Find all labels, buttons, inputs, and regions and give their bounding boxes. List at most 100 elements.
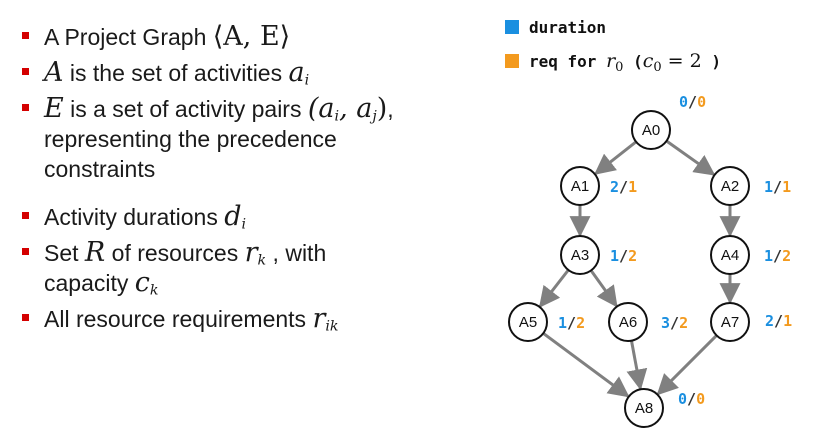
node-circle: [508, 302, 548, 342]
requirement-value: 1: [628, 178, 637, 196]
slash-separator: /: [773, 178, 782, 196]
legend-req-c-sub: 0: [653, 60, 662, 75]
requirement-value: 1: [783, 312, 792, 330]
node-circle: [710, 235, 750, 275]
node-a3: A3 1/2: [560, 235, 637, 275]
requirement-value: 0: [697, 93, 706, 111]
bullet-item: All resource requirements rik: [22, 304, 339, 342]
bullet-text: A Project Graph: [44, 24, 213, 50]
node-circle: [560, 235, 600, 275]
slash-separator: /: [619, 178, 628, 196]
node-label: A4: [721, 247, 739, 264]
math-symbol: ⟨A, E⟩: [212, 21, 291, 52]
math-symbol: r: [244, 237, 258, 268]
math-subscript: i: [241, 216, 247, 233]
node-label: A8: [635, 400, 653, 417]
node-label: A3: [571, 247, 589, 264]
math-symbol: ): [376, 93, 388, 124]
node-circle: [710, 302, 750, 342]
node-annotation: 0/0: [679, 93, 706, 111]
bullet-item: Activity durations di: [22, 202, 246, 240]
bullet-text: , with: [266, 240, 327, 266]
duration-value: 1: [764, 247, 773, 265]
node-circle: [560, 166, 600, 206]
node-a0: A0 0/0: [631, 93, 706, 150]
bullet-continuation: representing the precedence: [22, 124, 337, 154]
edge-a7-a8: [656, 334, 718, 396]
requirement-value: 2: [628, 247, 637, 265]
node-a4: A4 1/2: [710, 235, 791, 275]
bullet-text: representing the precedence: [44, 126, 337, 152]
duration-value: 3: [661, 314, 670, 332]
duration-value: 0: [678, 390, 687, 408]
legend-req-prefix: req for: [529, 52, 607, 71]
node-a5: A5 1/2: [508, 302, 585, 342]
node-annotation: 1/2: [764, 247, 791, 265]
requirement-value: 2: [679, 314, 688, 332]
bullet-text: Activity durations: [44, 204, 225, 230]
slash-separator: /: [567, 314, 576, 332]
node-annotation: 2/1: [765, 312, 792, 330]
bullet-continuation: capacity ck: [22, 268, 159, 306]
edge-a3-a5: [538, 269, 570, 308]
legend-requirement: req for r0 (c0 = 2 ): [505, 50, 721, 75]
duration-swatch: [505, 20, 519, 34]
math-symbol: c: [134, 267, 150, 298]
node-label: A1: [571, 178, 589, 195]
math-symbol: R: [84, 237, 106, 268]
node-a6: A6 3/2: [608, 302, 688, 342]
bullet-marker: [22, 314, 29, 321]
legend-duration-label: duration: [529, 18, 607, 37]
requirement-value: 2: [576, 314, 585, 332]
node-annotation: 1/2: [610, 247, 637, 265]
legend-req-paren-open: (: [623, 52, 643, 71]
duration-value: 0: [679, 93, 688, 111]
bullet-item: Set R of resources rk , with: [22, 238, 326, 276]
node-annotation: 1/2: [558, 314, 585, 332]
math-symbol: d: [224, 201, 242, 232]
edge-a0-a2: [665, 139, 716, 176]
bullet-continuation: constraints: [22, 154, 155, 184]
bullet-text: All resource requirements: [44, 306, 313, 332]
node-a1: A1 2/1: [560, 166, 637, 206]
math-symbol: a: [288, 57, 305, 88]
bullet-text: is a set of activity pairs: [63, 96, 308, 122]
requirement-value: 2: [782, 247, 791, 265]
legend-req-r: r: [606, 50, 616, 72]
duration-value: 1: [610, 247, 619, 265]
node-circle: [624, 388, 664, 428]
slash-separator: /: [773, 247, 782, 265]
legend-req-r-sub: 0: [615, 60, 624, 75]
node-label: A7: [721, 314, 739, 331]
requirement-swatch: [505, 54, 519, 68]
edge-a6-a8: [626, 340, 648, 391]
node-a8: A8 0/0: [624, 388, 705, 428]
node-label: A0: [642, 122, 660, 139]
math-subscript: i: [304, 72, 310, 89]
duration-value: 2: [765, 312, 774, 330]
bullet-marker: [22, 248, 29, 255]
bullet-text: Set: [44, 240, 85, 266]
node-circle: [710, 166, 750, 206]
slash-separator: /: [688, 93, 697, 111]
legend-req-eq: = 2: [661, 50, 702, 72]
node-annotation: 3/2: [661, 314, 688, 332]
math-subscript: k: [149, 282, 159, 299]
bullet-item: E is a set of activity pairs (ai, aj),: [22, 94, 394, 132]
nodes: A00/0A1 2/1 A2 1/1A3 1/2 A4 1/2A5 1/2 A6 3/2 A7 2/1…: [508, 93, 792, 428]
math-subscript: j: [372, 108, 377, 125]
duration-value: 1: [764, 178, 773, 196]
math-symbol: A: [44, 57, 64, 88]
bullet-text: of resources: [105, 240, 245, 266]
legend-duration: duration: [505, 18, 606, 37]
bullet-text: capacity: [44, 270, 135, 296]
bullet-text: constraints: [44, 156, 156, 182]
duration-value: 1: [558, 314, 567, 332]
requirement-value: 0: [696, 390, 705, 408]
math-subscript: ik: [325, 318, 339, 335]
slash-separator: /: [687, 390, 696, 408]
edge-a3-a6: [589, 269, 618, 308]
math-symbol: E: [44, 93, 64, 124]
